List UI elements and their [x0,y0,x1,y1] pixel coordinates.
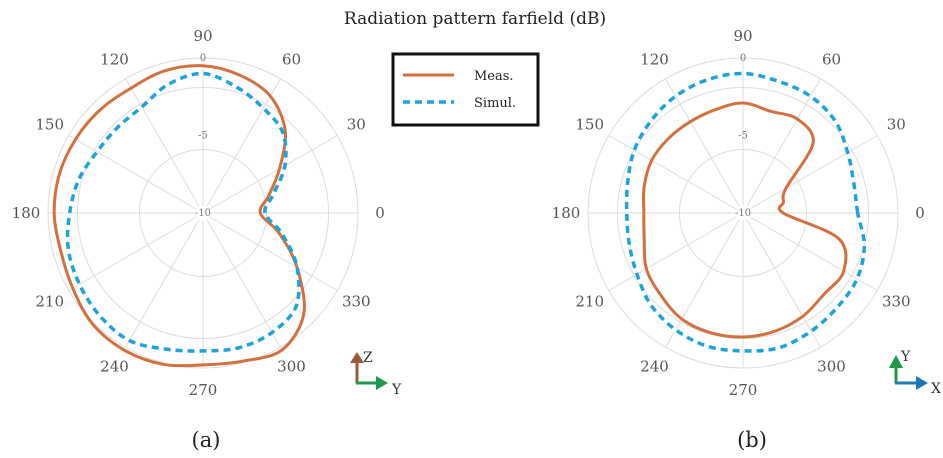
angle-tick-label: 60 [822,51,841,69]
grid-spoke [746,219,821,348]
axis-arrowhead-y [889,355,903,368]
grid-spoke [665,78,740,207]
grid-spoke [68,216,197,291]
angle-tick-label: 30 [347,116,366,134]
axes-indicator-a: Z Y [350,350,402,398]
angle-tick-label: 330 [342,293,371,311]
angle-tick-label: 180 [552,204,581,222]
figure-title: Radiation pattern farfield (dB) [344,9,606,29]
angle-tick-label: 210 [35,293,64,311]
grid-spoke [68,135,197,210]
angle-tick-label: 270 [729,381,758,399]
angle-tick-label: 120 [640,51,669,69]
caption-b: (b) [737,428,767,452]
grid-spoke [608,216,737,291]
grid-spoke [209,135,338,210]
radial-tick-label: -10 [195,208,211,219]
grid-spoke [749,135,878,210]
grid-spoke [209,216,338,291]
radial-tick-label: -10 [735,208,751,219]
axis-label-y: Y [900,349,911,365]
grid-spoke [608,135,737,210]
grid-spoke [125,78,200,207]
grid-spoke [746,78,821,207]
angle-tick-label: 0 [375,204,385,222]
angle-tick-label: 30 [887,116,906,134]
grid-spoke [125,219,200,348]
angle-tick-label: 240 [100,357,129,375]
series-line-meas [52,64,306,368]
radial-tick-label: 0 [740,53,746,64]
radial-tick-label: -5 [198,131,208,142]
legend-box [391,52,540,127]
axis-label-y: Y [391,382,402,398]
angle-tick-label: 150 [35,116,64,134]
angle-tick-label: 90 [733,27,752,45]
angle-tick-label: 60 [282,51,301,69]
legend: Meas. Simul. [391,52,540,127]
series-line-meas [642,101,848,339]
grid-spoke [206,219,281,348]
polar-plot-a: 0 30 60 90 120 150 180 210 240 270 300 330 -10 -5 0 [12,27,385,399]
axis-arrowhead-y [376,376,388,390]
caption-a: (a) [192,428,221,452]
grid-spoke [665,219,740,348]
axis-arrowhead-x [916,376,928,390]
legend-label-simul: Simul. [474,96,516,111]
angle-tick-label: 210 [575,293,604,311]
angle-tick-label: 300 [817,357,846,375]
angle-tick-label: 330 [882,293,911,311]
angle-tick-label: 300 [277,357,306,375]
axis-arrowhead-z [350,352,364,363]
angle-tick-label: 0 [915,204,925,222]
angle-tick-label: 120 [100,51,129,69]
axis-label-x: X [931,381,941,397]
polar-plot-b: 0 30 60 90 120 150 180 210 240 270 300 330 -10 -5 0 [552,27,925,399]
polar-plots: 0306090120150180210240270300330-10-50030… [12,27,925,399]
angle-tick-label: 270 [189,381,218,399]
angle-tick-label: 150 [575,116,604,134]
angle-tick-label: 180 [12,204,41,222]
radial-tick-label: -5 [738,131,748,142]
axis-label-z: Z [363,350,373,366]
grid-spoke [749,216,878,291]
angle-tick-label: 90 [193,27,212,45]
series-line-simul [65,71,301,353]
radial-tick-label: 0 [200,53,206,64]
axes-indicator-b: Y X [889,349,941,397]
legend-label-meas: Meas. [474,69,514,84]
angle-tick-label: 240 [640,357,669,375]
grid-spoke [206,78,281,207]
